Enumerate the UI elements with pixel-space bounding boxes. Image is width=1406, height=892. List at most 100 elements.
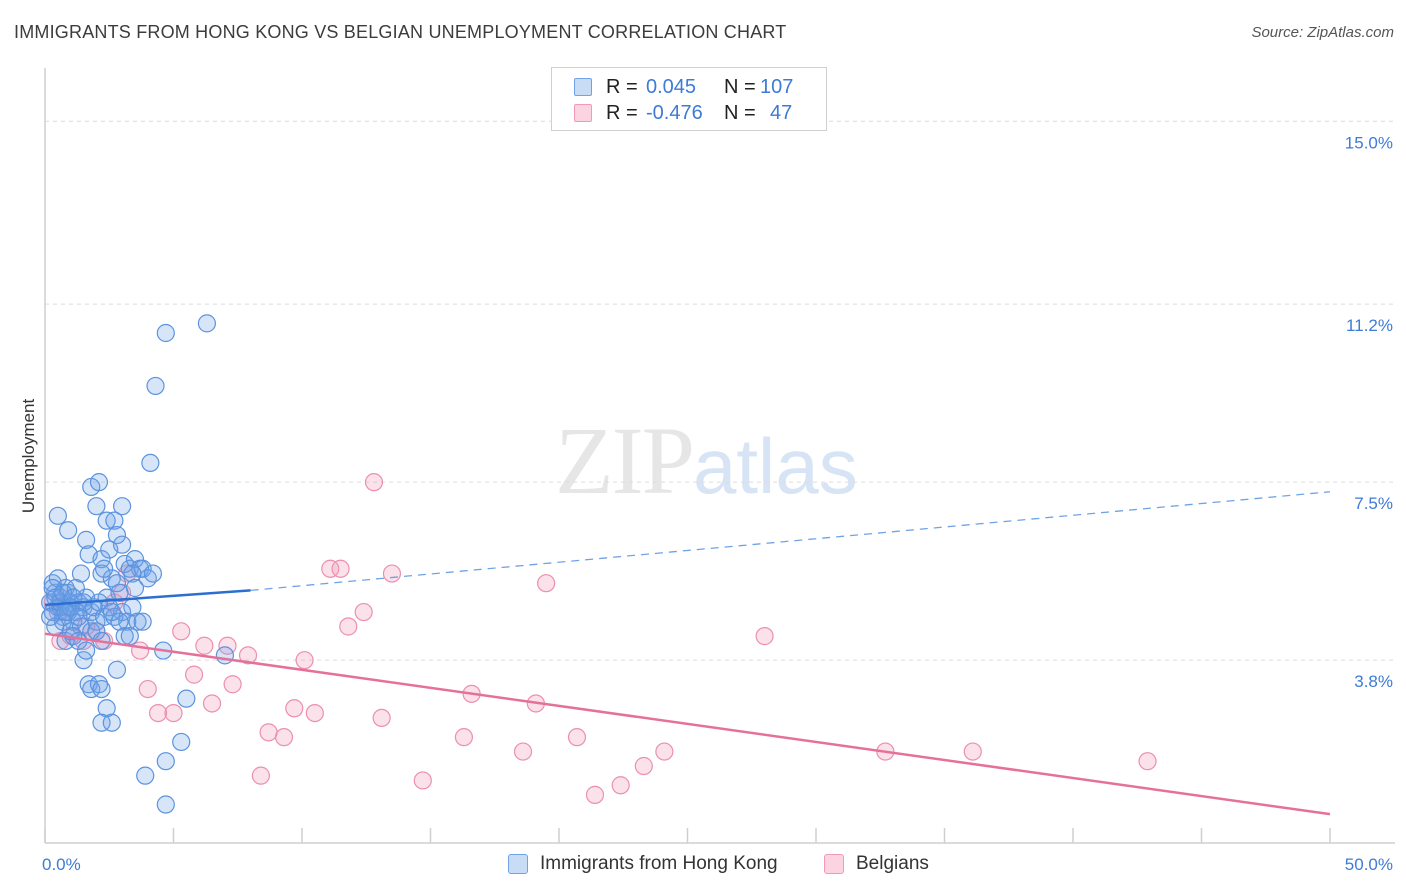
hong-kong-point	[215, 646, 234, 665]
belgians-point	[585, 785, 605, 804]
legend-row-belgians: R = -0.476 N = 47	[574, 101, 792, 125]
belgians-point	[1138, 752, 1157, 771]
bottom-legend-label-hong-kong: Immigrants from Hong Kong	[540, 853, 778, 874]
hong-kong-point	[141, 453, 160, 473]
hong-kong-point	[123, 564, 142, 583]
hong-kong-point	[107, 660, 127, 679]
belgians-trend-line	[44, 632, 1331, 816]
legend-n-label: N =	[724, 75, 756, 98]
y-tick-label: 11.2%	[1346, 316, 1393, 335]
belgians-point	[755, 627, 774, 646]
belgians-point	[963, 742, 982, 761]
y-axis-label: Unemployment	[19, 399, 38, 514]
hong-kong-point	[172, 732, 191, 752]
hong-kong-point	[71, 564, 91, 583]
hong-kong-point	[77, 641, 96, 660]
hong-kong-point	[177, 689, 196, 708]
y-tick-label: 7.5%	[1354, 494, 1393, 513]
belgians-point	[195, 636, 214, 655]
belgians-point	[454, 728, 474, 747]
legend-row-hong-kong: R = 0.045 N = 107	[574, 75, 793, 99]
belgians-point	[567, 728, 587, 747]
hong-kong-point	[156, 752, 175, 771]
belgians-point	[223, 675, 242, 694]
hong-kong-point	[156, 795, 175, 814]
belgians-point	[148, 703, 168, 723]
hong-kong-point	[53, 583, 73, 602]
chart-title: IMMIGRANTS FROM HONG KONG VS BELGIAN UNE…	[14, 22, 787, 42]
legend-r-value: 0.045	[646, 75, 697, 98]
hong-kong-point	[133, 612, 152, 631]
belgians-point	[184, 665, 204, 684]
hong-kong-point	[59, 521, 78, 540]
hong-kong-point	[97, 699, 116, 718]
belgians-point	[251, 766, 270, 785]
hong-kong-point	[77, 530, 96, 549]
legend-r-value: -0.476	[646, 101, 703, 124]
bottom-legend-label-belgians: Belgians	[856, 853, 929, 874]
bottom-legend-swatch-hong-kong	[508, 854, 528, 874]
hong-kong-point	[125, 578, 145, 598]
belgians-point	[611, 776, 630, 795]
legend-swatch-belgians	[574, 104, 592, 122]
hong-kong-point	[146, 376, 165, 396]
hong-kong-point	[92, 713, 111, 732]
x-tick-label: 0.0%	[42, 855, 81, 874]
belgians-point	[238, 646, 258, 665]
belgians-point	[655, 742, 674, 761]
belgians-point	[364, 473, 384, 492]
hong-kong-point	[110, 612, 129, 631]
belgians-point	[537, 574, 556, 593]
hong-kong-point	[97, 511, 116, 530]
hong-kong-point	[56, 602, 75, 622]
hong-kong-point	[136, 766, 155, 785]
belgians-point	[354, 602, 373, 622]
belgians-point	[339, 617, 358, 636]
hong-kong-point	[112, 535, 132, 554]
hong-kong-point	[48, 506, 67, 525]
belgians-point	[285, 699, 304, 718]
belgians-point	[305, 703, 324, 723]
belgians-point	[164, 703, 183, 723]
hong-kong-point	[89, 473, 109, 492]
belgians-point	[513, 742, 533, 761]
belgians-point	[259, 723, 278, 742]
belgians-point	[138, 679, 157, 699]
hong-kong-point	[102, 602, 121, 622]
hong-kong-point	[102, 569, 121, 588]
hong-kong-point	[112, 497, 132, 516]
bottom-legend-belgians: Belgians	[824, 852, 929, 876]
legend-n-label: N =	[724, 101, 756, 124]
y-tick-label: 3.8%	[1354, 672, 1393, 691]
hong-kong-point	[156, 323, 175, 343]
belgians-point	[382, 564, 402, 583]
bottom-legend-swatch-belgians	[824, 854, 844, 874]
hong-kong-trend-line	[44, 589, 251, 607]
bottom-legend-hong-kong: Immigrants from Hong Kong	[508, 852, 778, 876]
hong-kong-point	[48, 569, 67, 588]
hong-kong-point	[143, 564, 163, 583]
hong-kong-point	[120, 559, 139, 578]
legend-swatch-hong-kong	[574, 78, 592, 96]
hong-kong-point	[100, 598, 119, 617]
belgians-point	[413, 771, 432, 790]
watermark-zip: ZIP	[555, 407, 695, 514]
hong-kong-point	[92, 679, 111, 699]
x-tick-label: 50.0%	[1345, 855, 1393, 874]
belgians-point	[130, 641, 150, 660]
hong-kong-point	[105, 607, 124, 626]
belgians-point	[634, 756, 653, 776]
hong-kong-point	[92, 564, 111, 583]
belgians-point	[321, 559, 340, 578]
correlation-legend: R = 0.045 N = 107 R = -0.476 N = 47	[551, 67, 827, 131]
hong-kong-point	[87, 497, 106, 516]
hong-kong-point	[105, 511, 124, 530]
y-tick-label: 15.0%	[1345, 133, 1393, 152]
hong-kong-point	[102, 713, 121, 732]
hong-kong-point	[89, 675, 109, 694]
hong-kong-point	[95, 559, 114, 578]
watermark: ZIPatlas	[555, 405, 858, 516]
legend-n-value: 47	[770, 101, 793, 124]
hong-kong-point	[128, 612, 147, 631]
